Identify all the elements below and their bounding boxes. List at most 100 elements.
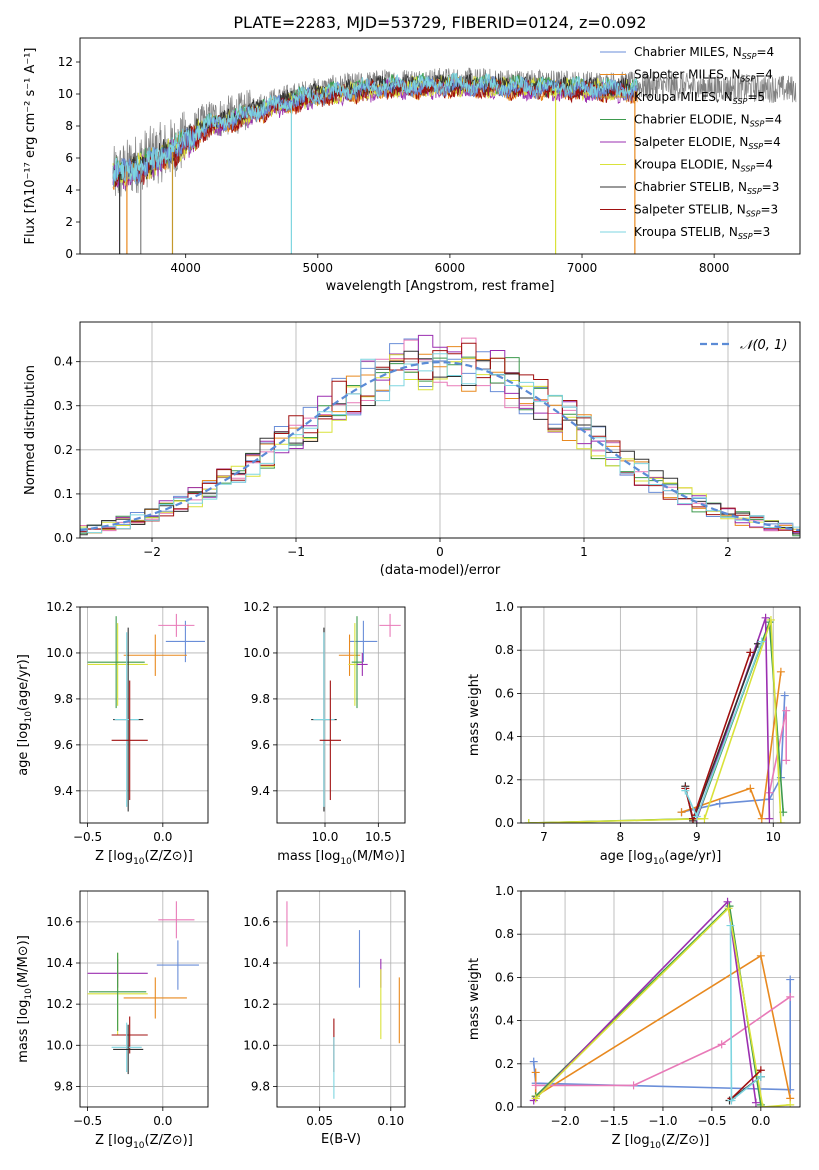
grid: [277, 891, 405, 1107]
y-axis-label: mass weight: [467, 958, 482, 1040]
weight-marker: [757, 814, 766, 823]
weight-marker: [786, 1100, 795, 1107]
model-spectrum-kroupa_stelib: [112, 72, 638, 183]
legend-entry: Salpeter MILES, NSSP=4: [634, 68, 773, 84]
y-tick-label: 9.4: [251, 784, 270, 798]
panel-mass-vs-EBV: 0.05 0.10 9.8 10.0 10.2 10.4 10.6 E(B-V): [243, 890, 406, 1147]
histogram-chabrier_elodie: [80, 356, 800, 537]
weight-line: [535, 906, 791, 1107]
legend-entry: Chabrier MILES, NSSP=4: [634, 45, 774, 61]
axes-frame: [276, 606, 406, 824]
y-tick-label: 10.6: [46, 915, 73, 929]
plot-area: [112, 67, 797, 254]
weight-series-kroupa_stelib: [726, 921, 765, 1105]
x-tick-label: −0.5: [697, 1114, 726, 1128]
legend-entry-main: Salpeter STELIB, N: [634, 203, 746, 217]
y-axis-label: mass weight: [467, 674, 482, 756]
x-tick-label: −1: [287, 545, 305, 559]
weight-marker: [766, 615, 775, 624]
x-axis-label: (data-model)/error: [380, 563, 501, 578]
axes-frame: [79, 890, 209, 1108]
y-tick-label: 8: [65, 119, 73, 133]
errorbar-point: [379, 613, 401, 637]
x-tick-label: 10: [766, 830, 781, 844]
weight-marker: [776, 819, 785, 823]
y-tick-label: 0: [65, 247, 73, 261]
weight-series-kroupa_stelib: [681, 637, 766, 821]
y-tick-label: 10.4: [46, 956, 73, 970]
legend-entry-sub: SSP: [741, 165, 756, 174]
weight-series-chabrier_stelib: [681, 639, 762, 823]
ticks: −0.5 0.0 9.8 10.0 10.2 10.4 10.6: [46, 915, 172, 1128]
y-tick-label: 10.2: [243, 600, 270, 614]
y-tick-label: 10.0: [243, 646, 270, 660]
weight-marker: [717, 1040, 726, 1049]
plot-area: [529, 897, 795, 1107]
x-tick-label: 0.0: [153, 1114, 172, 1128]
errorbar-point: [158, 613, 195, 637]
legend-entry-sub: SSP: [750, 120, 765, 129]
y-tick-label: 9.8: [54, 1079, 73, 1093]
x-axis-label: age [log10(age/yr)]: [600, 849, 722, 867]
x-axis-label: Z [log10(Z/Z⊙)]: [95, 1133, 193, 1151]
errorbar-point: [349, 620, 378, 663]
y-tick-label: 4: [65, 183, 73, 197]
x-axis-label-sub: 10: [133, 857, 145, 867]
x-tick-label: 10.5: [365, 830, 392, 844]
weight-marker: [758, 1103, 767, 1107]
legend-entry-tail: =3: [762, 180, 780, 194]
legend-entry-tail: =4: [755, 68, 773, 82]
figure-title: PLATE=2283, MJD=53729, FIBERID=0124, z=0…: [233, 13, 646, 32]
ticks: 10.0 10.5 9.4 9.6 9.8 10.0 10.2: [243, 600, 391, 844]
axes-frame: [79, 606, 209, 824]
grid: [80, 891, 208, 1107]
x-axis-label-tail: (Z/Z⊙)]: [145, 1133, 193, 1148]
y-axis-label-main: mass [log: [16, 1000, 31, 1063]
weight-line: [528, 621, 784, 823]
x-tick-label: 9: [693, 830, 701, 844]
x-axis-label-main: Z [log: [612, 1133, 650, 1148]
x-tick-label: −1.0: [648, 1114, 677, 1128]
legend-entry: Chabrier STELIB, NSSP=3: [634, 180, 779, 196]
y-axis-label-main: age [log: [16, 723, 31, 776]
legend-entry-sub: SSP: [747, 187, 762, 196]
axes-frame: [79, 321, 801, 539]
weight-marker: [531, 1094, 540, 1103]
legend-entry-tail: =5: [747, 90, 765, 104]
legend-entry: Kroupa ELODIE, NSSP=4: [634, 158, 773, 174]
weight-line: [533, 900, 757, 1103]
x-axis-label-main: Z [log: [95, 849, 133, 864]
y-tick-label: 0.0: [495, 1100, 514, 1114]
x-tick-label: −0.5: [73, 1114, 102, 1128]
y-axis-label-tail: (M/M⊙)]: [16, 935, 31, 988]
y-tick-label: 10.2: [46, 997, 73, 1011]
legend-entry: Kroupa STELIB, NSSP=3: [634, 225, 770, 241]
y-tick-label: 9.8: [54, 692, 73, 706]
x-axis-label: wavelength [Angstrom, rest frame]: [326, 279, 555, 294]
legend-entry-sub: SSP: [746, 210, 761, 219]
panel-age-vs-mass: 10.0 10.5 9.4 9.6 9.8 10.0 10.2 mass [log10(M/M…: [243, 600, 406, 867]
x-axis-label-tail: (M/M⊙)]: [352, 849, 405, 864]
y-axis-label-sub: 10: [24, 711, 34, 723]
y-tick-label: 10.2: [46, 600, 73, 614]
weight-line: [528, 619, 782, 823]
weight-marker: [761, 613, 770, 622]
y-tick-label: 0.6: [495, 970, 514, 984]
weight-marker: [782, 756, 791, 765]
x-axis-label-sub: 10: [650, 1141, 662, 1151]
weight-line: [684, 652, 752, 822]
y-tick-label: 0.4: [495, 1014, 514, 1028]
weight-marker: [756, 951, 765, 960]
y-tick-label: 9.6: [251, 738, 270, 752]
x-axis-label: Z [log10(Z/Z⊙)]: [612, 1133, 710, 1151]
y-tick-label: 1.0: [495, 884, 514, 898]
y-tick-label: 6: [65, 151, 73, 165]
weight-marker: [726, 921, 735, 930]
errorbar-point: [351, 616, 363, 709]
histogram-kroupa_elodie: [80, 354, 800, 534]
weight-marker: [746, 648, 755, 657]
weight-series-salpeter_stelib: [681, 648, 755, 823]
model-spectrum-salpeter_stelib: [112, 78, 638, 187]
x-tick-label: 0.10: [377, 1114, 404, 1128]
